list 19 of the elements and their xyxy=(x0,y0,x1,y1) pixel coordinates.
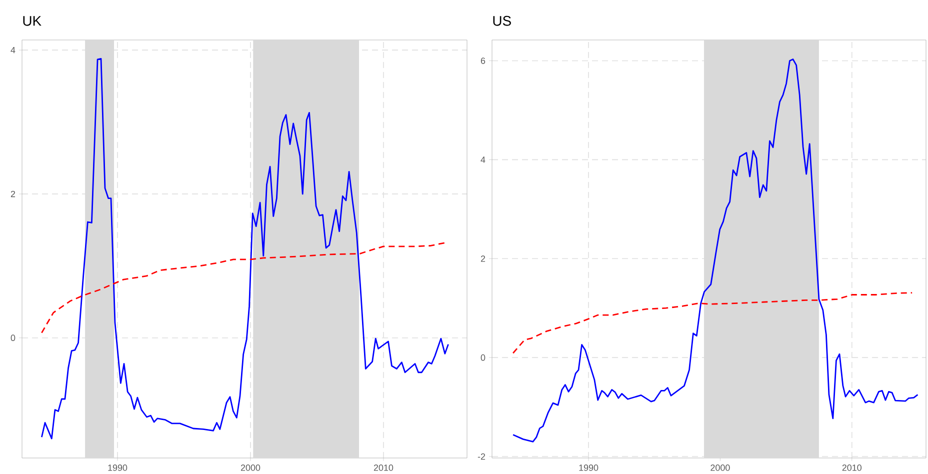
x-tick-label: 2000 xyxy=(240,464,260,471)
y-tick-label: 0 xyxy=(480,354,486,361)
y-tick-label: 4 xyxy=(480,156,486,163)
y-tick-label: 2 xyxy=(480,255,486,262)
y-tick-label: 0 xyxy=(10,334,16,341)
line-series xyxy=(512,58,918,442)
x-tick-label: 1990 xyxy=(108,464,128,471)
y-tick-label: 6 xyxy=(480,57,486,64)
y-tick-label: 2 xyxy=(10,190,16,197)
x-tick-label: 2010 xyxy=(842,464,862,471)
line-series xyxy=(40,58,449,440)
chart-title: UK xyxy=(23,16,42,26)
chart-title: US xyxy=(493,16,511,26)
line-series xyxy=(512,292,913,354)
x-tick-label: 2000 xyxy=(710,464,730,471)
y-tick-label: 4 xyxy=(10,46,16,54)
x-tick-label: 2010 xyxy=(374,464,394,471)
x-tick-label: 1990 xyxy=(579,464,598,471)
y-tick-label: -2 xyxy=(478,453,486,460)
